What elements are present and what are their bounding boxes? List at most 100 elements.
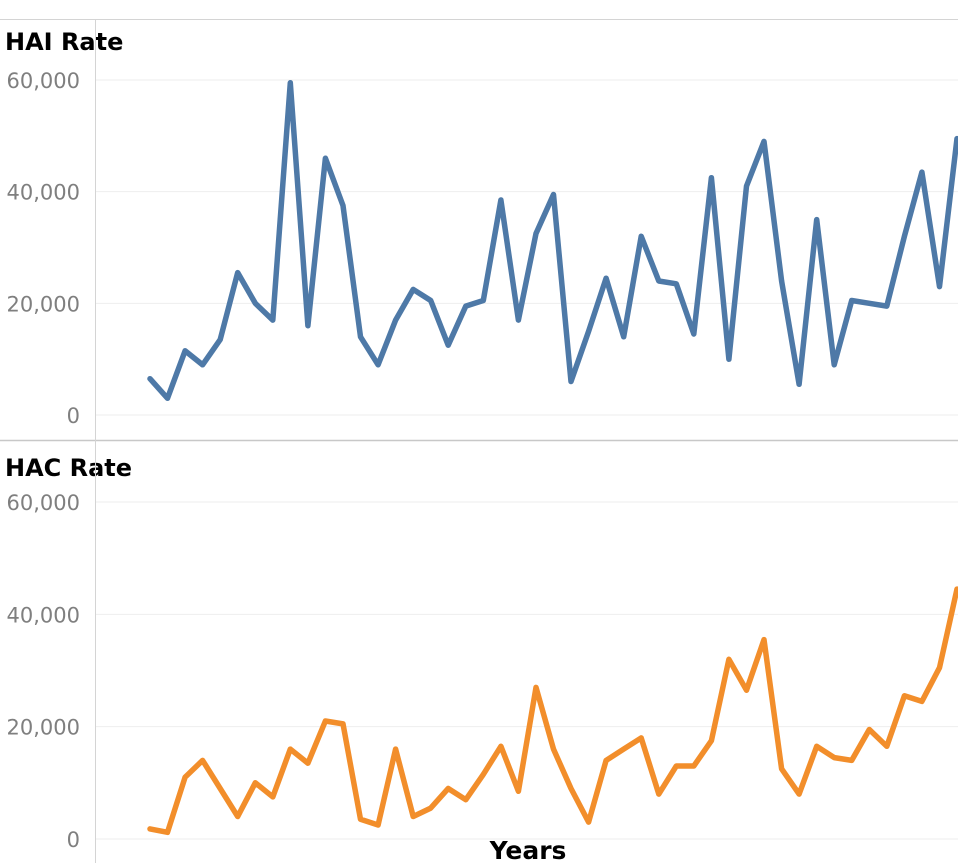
series-line (147, 80, 958, 402)
data-point (235, 814, 241, 820)
data-point (726, 356, 732, 362)
data-point (638, 735, 644, 741)
chart-title: HAI Rate (5, 28, 123, 56)
data-point (814, 743, 820, 749)
data-point (603, 757, 609, 763)
data-point (147, 376, 153, 382)
data-point (533, 684, 539, 690)
y-tick-label: 60,000 (7, 69, 80, 93)
data-point (866, 726, 872, 732)
y-tick-label: 20,000 (7, 716, 80, 740)
data-point (182, 774, 188, 780)
y-tick-label: 0 (67, 404, 80, 428)
data-point (358, 816, 364, 822)
data-point (305, 323, 311, 329)
y-tick-label: 20,000 (7, 292, 80, 316)
x-axis-label: Years (489, 836, 567, 863)
data-point (463, 303, 469, 309)
data-point (498, 743, 504, 749)
data-point (393, 317, 399, 323)
data-point (551, 746, 557, 752)
data-point (322, 155, 328, 161)
data-point (445, 785, 451, 791)
data-point (743, 687, 749, 693)
data-point (901, 693, 907, 699)
data-point (182, 348, 188, 354)
data-point (235, 270, 241, 276)
data-point (515, 788, 521, 794)
data-point (761, 637, 767, 643)
data-point (796, 791, 802, 797)
data-point (779, 766, 785, 772)
data-point (252, 300, 258, 306)
data-point (814, 217, 820, 223)
y-tick-label: 0 (67, 828, 80, 852)
data-point (831, 362, 837, 368)
data-point (884, 743, 890, 749)
chart-title: HAC Rate (5, 454, 132, 482)
data-point (866, 300, 872, 306)
data-point (428, 298, 434, 304)
data-point (831, 755, 837, 761)
data-point (621, 334, 627, 340)
data-point (358, 334, 364, 340)
data-point (551, 191, 557, 197)
data-point (656, 278, 662, 284)
data-point (691, 763, 697, 769)
data-point (270, 317, 276, 323)
data-point (200, 757, 206, 763)
data-point (428, 805, 434, 811)
series-line (147, 586, 958, 836)
data-point (621, 746, 627, 752)
data-point (884, 303, 890, 309)
data-point (375, 362, 381, 368)
data-point (849, 298, 855, 304)
data-point (673, 281, 679, 287)
data-point (568, 785, 574, 791)
data-point (568, 379, 574, 385)
data-point (287, 746, 293, 752)
data-point (586, 328, 592, 334)
y-tick-label: 40,000 (7, 181, 80, 205)
data-point (726, 656, 732, 662)
shared-axes (0, 19, 958, 863)
data-point (936, 665, 942, 671)
data-point (147, 826, 153, 832)
data-point (375, 822, 381, 828)
data-point (340, 721, 346, 727)
data-point (498, 197, 504, 203)
data-point (691, 331, 697, 337)
data-point (445, 342, 451, 348)
data-point (270, 794, 276, 800)
data-point (200, 362, 206, 368)
data-point (340, 203, 346, 209)
data-point (603, 275, 609, 281)
hac-rate-panel: 0 20,000 40,000 60,000 HAC Rate Years (5, 454, 958, 863)
data-point (779, 278, 785, 284)
data-point (708, 738, 714, 744)
data-point (743, 183, 749, 189)
data-point (673, 763, 679, 769)
data-point (287, 80, 293, 86)
y-tick-label: 60,000 (7, 491, 80, 515)
data-point (708, 175, 714, 181)
data-point (901, 233, 907, 239)
data-point (410, 286, 416, 292)
data-point (217, 337, 223, 343)
data-point (919, 169, 925, 175)
data-point (919, 698, 925, 704)
data-point (393, 746, 399, 752)
data-point (165, 395, 171, 401)
data-point (533, 231, 539, 237)
data-point (936, 284, 942, 290)
data-point (410, 814, 416, 820)
data-point (761, 138, 767, 144)
data-point (480, 298, 486, 304)
data-point (322, 718, 328, 724)
data-point (638, 233, 644, 239)
data-point (305, 760, 311, 766)
y-tick-label: 40,000 (7, 603, 80, 627)
data-point (463, 797, 469, 803)
data-point (515, 317, 521, 323)
